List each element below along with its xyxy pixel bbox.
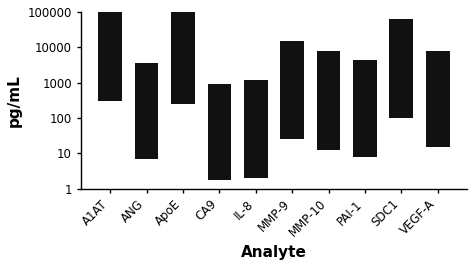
Bar <box>390 18 413 118</box>
Bar <box>99 1 122 101</box>
Bar <box>244 80 268 178</box>
Bar <box>353 60 377 157</box>
Bar <box>171 3 195 104</box>
Bar <box>426 51 449 147</box>
X-axis label: Analyte: Analyte <box>241 245 307 260</box>
Bar <box>317 51 340 150</box>
Bar <box>135 63 158 159</box>
Y-axis label: pg/mL: pg/mL <box>7 74 22 127</box>
Bar <box>208 84 231 180</box>
Bar <box>280 41 304 139</box>
